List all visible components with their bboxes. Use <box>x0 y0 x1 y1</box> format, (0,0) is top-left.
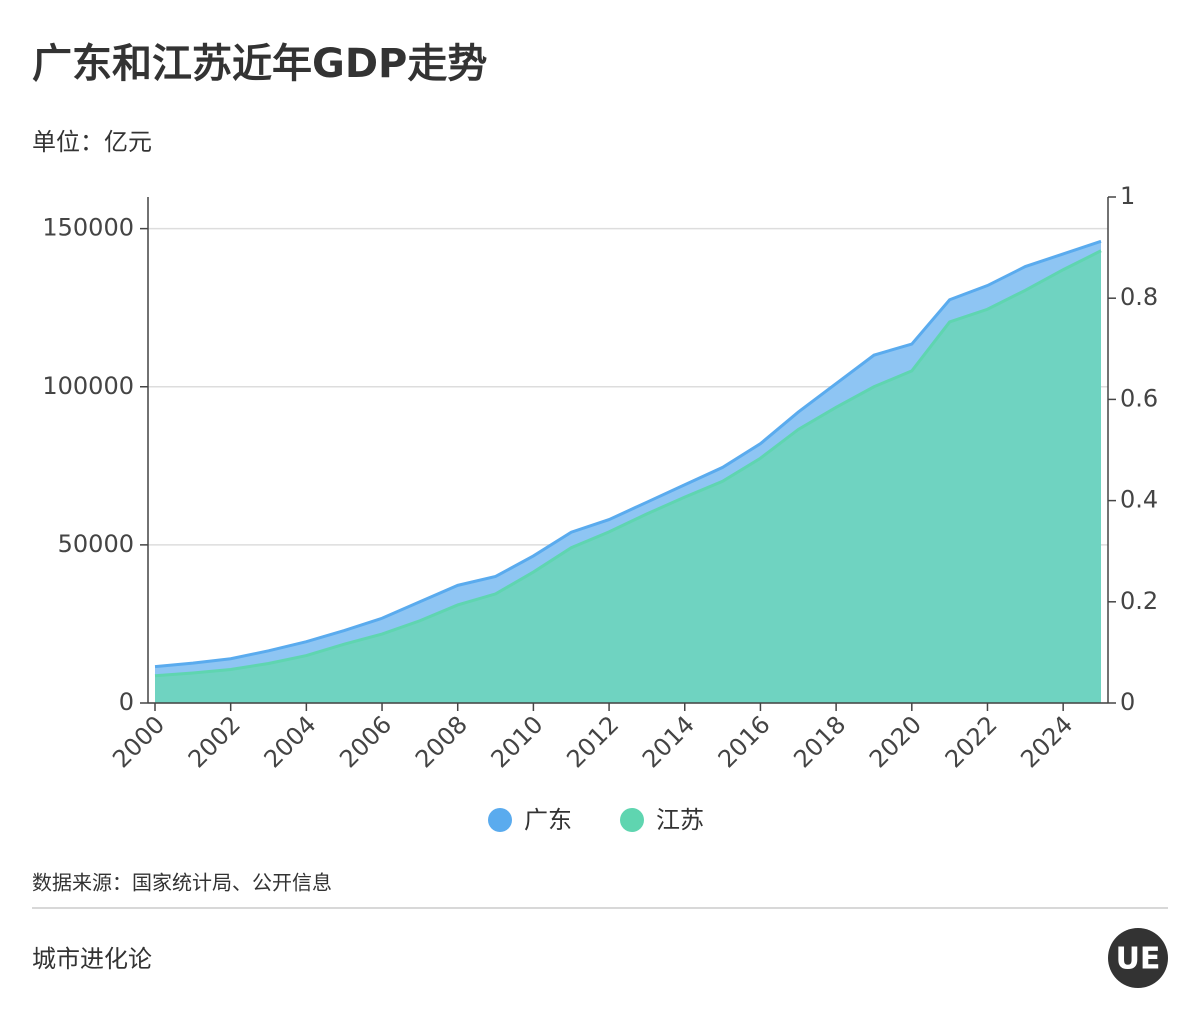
source-note: 数据来源：国家统计局、公开信息 <box>32 871 332 895</box>
plot: 0 50000 100000 150000 0 0.2 0.4 0.6 0.8 1 2000 2002… <box>42 182 1158 834</box>
chart-subtitle: 单位：亿元 <box>32 128 152 156</box>
x-tick-label: 2018 <box>788 710 851 773</box>
legend-label: 广东 <box>524 806 572 834</box>
logo-badge <box>1108 928 1168 988</box>
legend-marker <box>488 808 512 832</box>
x-tick-label: 2012 <box>561 710 624 773</box>
x-tick-label: 2006 <box>334 710 397 773</box>
x-tick-label: 2020 <box>864 710 927 773</box>
legend-label: 江苏 <box>656 806 704 834</box>
x-tick-label: 2022 <box>940 710 1003 773</box>
x-tick-label: 2002 <box>183 710 246 773</box>
area-line <box>154 239 1102 669</box>
y-tick-label: 150000 <box>42 214 134 242</box>
x-tick-label: 2008 <box>410 710 473 773</box>
y-tick-label: 0 <box>119 688 134 716</box>
logo-text: UE <box>1116 942 1161 977</box>
y2-tick-label: 0.8 <box>1120 283 1158 311</box>
x-tick-label: 2024 <box>1015 710 1078 773</box>
area <box>155 250 1101 703</box>
area-line <box>154 249 1102 678</box>
y-tick-label: 100000 <box>42 372 134 400</box>
y2-tick-label: 1 <box>1120 182 1135 210</box>
x-tick-label: 2004 <box>259 710 322 773</box>
y2-tick-label: 0.2 <box>1120 587 1158 615</box>
y2-tick-label: 0.4 <box>1120 486 1158 514</box>
x-tick-label: 2014 <box>637 710 700 773</box>
x-tick-label: 2010 <box>486 710 549 773</box>
chart-title: 广东和江苏近年GDP走势 <box>32 41 487 87</box>
y-tick-label: 50000 <box>58 530 134 558</box>
x-tick-label: 2016 <box>713 710 776 773</box>
x-tick-label: 2000 <box>107 710 170 773</box>
brand: 城市进化论 <box>32 945 152 973</box>
legend-marker <box>620 808 644 832</box>
y2-tick-label: 0 <box>1120 688 1135 716</box>
y2-tick-label: 0.6 <box>1120 384 1158 412</box>
